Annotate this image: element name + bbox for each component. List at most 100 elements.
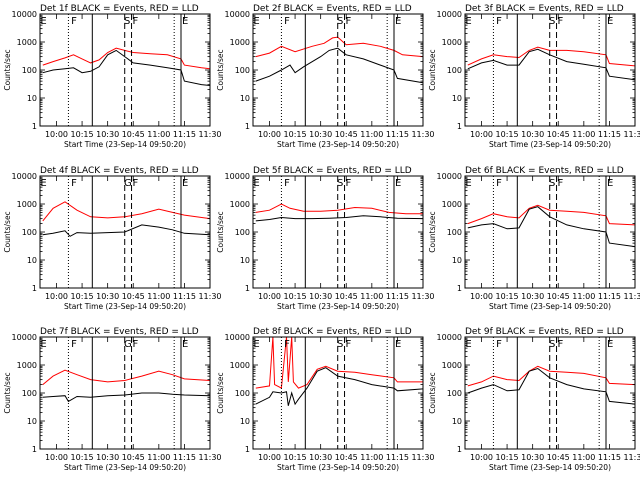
event-label: E: [607, 16, 613, 27]
series-line: [467, 367, 635, 405]
event-label: F: [346, 339, 352, 350]
event-label: E: [395, 178, 401, 189]
x-tick-label: 10:15: [284, 292, 307, 301]
chart-title: Det 8f BLACK = Events, RED = LLD: [253, 327, 412, 337]
y-tick-label: 10: [452, 256, 462, 265]
x-axis-label: Start Time (23-Sep-14 09:50:20): [489, 140, 611, 149]
x-tick-label: 11:15: [173, 292, 196, 301]
event-label: F: [284, 178, 290, 189]
x-tick-label: 10:00: [258, 453, 281, 462]
event-label: E: [395, 339, 401, 350]
x-tick-label: 10:00: [45, 453, 68, 462]
y-tick-label: 100: [22, 66, 37, 75]
series-line: [255, 203, 423, 215]
y-tick-label: 1: [457, 445, 462, 454]
x-axis-label: Start Time (23-Sep-14 09:50:20): [489, 463, 611, 472]
event-label: G: [124, 178, 132, 189]
x-tick-label: 11:30: [623, 292, 640, 301]
y-tick-label: 100: [235, 389, 250, 398]
x-tick-label: 10:15: [71, 453, 94, 462]
x-tick-label: 11:00: [572, 453, 595, 462]
y-tick-label: 10000: [437, 10, 462, 19]
y-tick-label: 10: [240, 256, 250, 265]
event-label: E: [182, 16, 188, 27]
event-label: F: [558, 178, 564, 189]
event-label: F: [284, 339, 290, 350]
x-tick-label: 10:30: [521, 453, 544, 462]
y-axis-label: Counts/sec: [216, 211, 225, 252]
event-label: F: [496, 178, 502, 189]
y-tick-label: 10: [27, 94, 37, 103]
y-tick-label: 1000: [230, 38, 250, 47]
y-tick-label: 10: [240, 417, 250, 426]
event-label: F: [71, 178, 77, 189]
x-tick-label: 10:15: [496, 292, 519, 301]
x-axis-label: Start Time (23-Sep-14 09:50:20): [277, 302, 399, 311]
x-tick-label: 11:00: [360, 292, 383, 301]
x-tick-label: 11:15: [386, 453, 409, 462]
series-line: [255, 36, 423, 58]
y-tick-label: 100: [447, 228, 462, 237]
series-line: [42, 224, 210, 237]
x-tick-label: 11:30: [411, 453, 434, 462]
y-tick-label: 10000: [12, 172, 37, 181]
y-tick-label: 1: [245, 284, 250, 293]
y-tick-label: 1000: [442, 361, 462, 370]
event-label: G: [124, 339, 132, 350]
event-label: E: [40, 16, 46, 27]
event-label: E: [607, 339, 613, 350]
y-tick-label: 10000: [12, 10, 37, 19]
x-tick-label: 10:30: [96, 130, 119, 139]
x-tick-label: 10:00: [258, 130, 281, 139]
x-tick-label: 11:30: [411, 292, 434, 301]
series-line: [467, 365, 635, 387]
x-tick-label: 10:30: [96, 292, 119, 301]
event-label: E: [607, 178, 613, 189]
chart-title: Det 1f BLACK = Events, RED = LLD: [40, 4, 199, 14]
x-tick-label: 10:45: [335, 453, 358, 462]
x-tick-label: 10:45: [122, 292, 145, 301]
event-label: S: [549, 178, 555, 189]
x-tick-label: 11:30: [623, 453, 640, 462]
event-label: F: [346, 16, 352, 27]
y-tick-label: 10: [452, 417, 462, 426]
y-tick-label: 1: [457, 284, 462, 293]
event-label: E: [395, 16, 401, 27]
x-tick-label: 10:15: [496, 453, 519, 462]
series-line: [255, 337, 423, 389]
y-tick-label: 1000: [230, 200, 250, 209]
y-tick-label: 1: [32, 284, 37, 293]
x-tick-label: 10:30: [521, 292, 544, 301]
chart-title: Det 9f BLACK = Events, RED = LLD: [465, 327, 624, 337]
series-line: [467, 46, 635, 67]
event-label: E: [253, 16, 259, 27]
x-tick-label: 11:15: [598, 292, 621, 301]
x-tick-label: 11:30: [198, 453, 221, 462]
series-line: [467, 206, 635, 248]
x-tick-label: 10:30: [309, 130, 332, 139]
event-label: F: [558, 339, 564, 350]
event-label: S: [549, 339, 555, 350]
event-label: S: [124, 16, 130, 27]
event-label: S: [337, 178, 343, 189]
x-tick-label: 11:15: [173, 130, 196, 139]
y-tick-label: 10: [27, 417, 37, 426]
x-tick-label: 11:15: [173, 453, 196, 462]
y-tick-label: 1: [245, 122, 250, 131]
x-tick-label: 11:00: [147, 292, 170, 301]
event-label: F: [284, 16, 290, 27]
y-tick-label: 10: [452, 94, 462, 103]
x-tick-label: 11:30: [198, 292, 221, 301]
x-tick-label: 10:30: [521, 130, 544, 139]
x-tick-label: 11:15: [386, 130, 409, 139]
y-tick-label: 10: [27, 256, 37, 265]
x-tick-label: 10:00: [45, 292, 68, 301]
x-tick-label: 11:00: [360, 130, 383, 139]
series-line: [255, 367, 423, 406]
x-tick-label: 10:15: [71, 292, 94, 301]
